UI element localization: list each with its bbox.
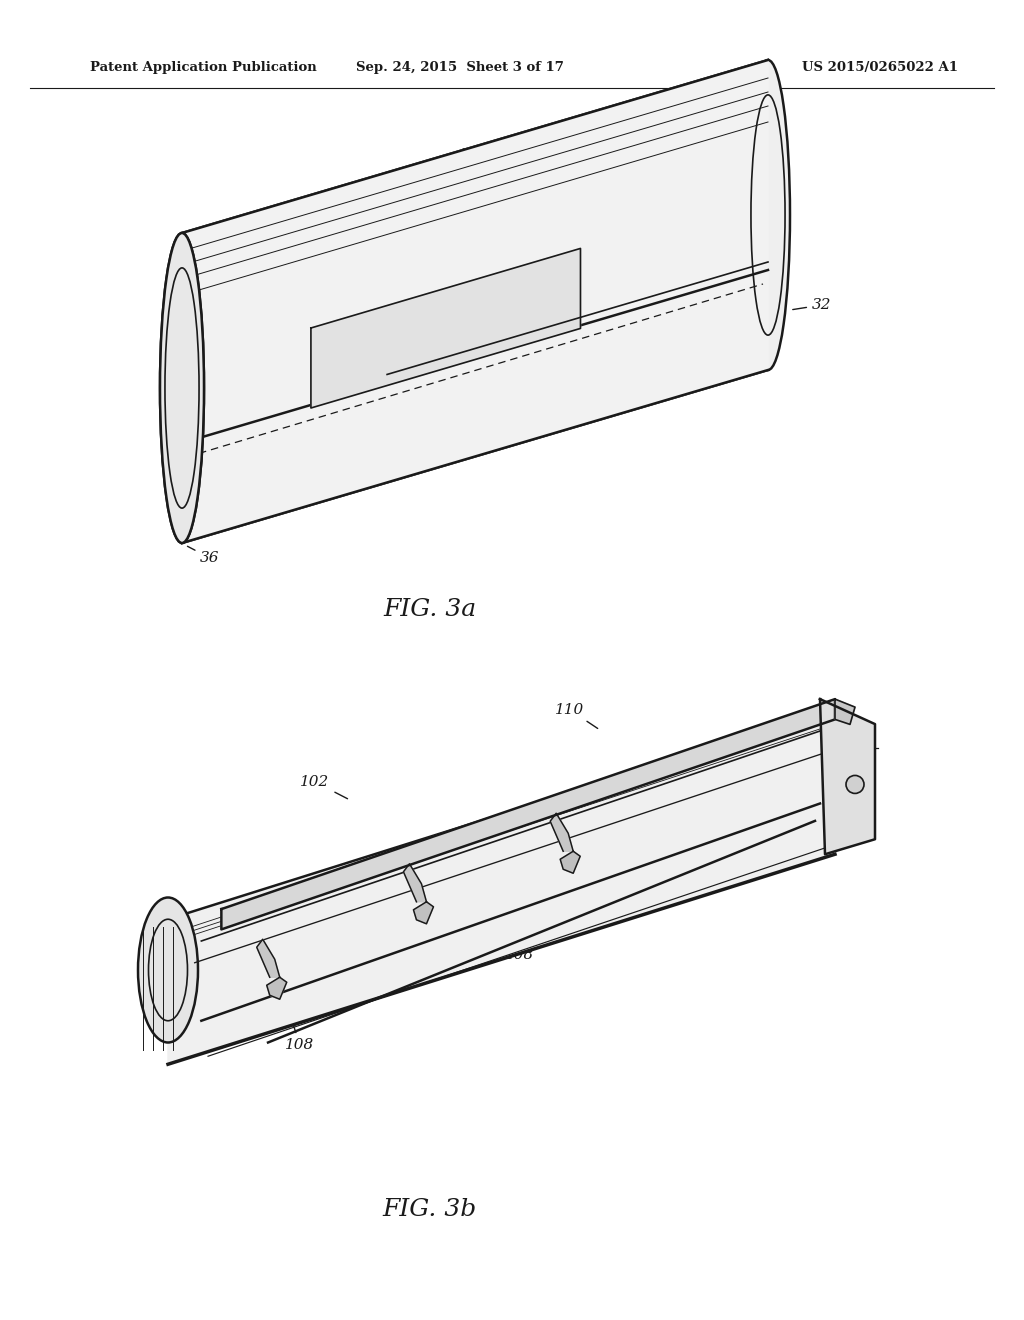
Circle shape <box>846 775 864 793</box>
Polygon shape <box>560 851 581 874</box>
Polygon shape <box>550 813 573 851</box>
Text: 302: 302 <box>845 735 874 748</box>
Polygon shape <box>257 940 280 977</box>
Ellipse shape <box>746 59 790 370</box>
Text: 32: 32 <box>793 298 831 312</box>
Text: 110: 110 <box>555 704 598 729</box>
Text: 38: 38 <box>697 833 750 847</box>
Polygon shape <box>820 700 874 854</box>
Text: FIG. 3a: FIG. 3a <box>383 598 476 622</box>
Polygon shape <box>182 59 768 543</box>
Text: 102: 102 <box>400 436 447 457</box>
Polygon shape <box>311 248 581 408</box>
Polygon shape <box>221 700 835 929</box>
Polygon shape <box>403 863 426 902</box>
Text: 110: 110 <box>614 383 654 399</box>
Polygon shape <box>168 709 835 1064</box>
Polygon shape <box>414 902 433 924</box>
Text: US 2015/0265022 A1: US 2015/0265022 A1 <box>802 62 958 74</box>
Text: 30: 30 <box>460 148 538 183</box>
Text: Patent Application Publication: Patent Application Publication <box>90 62 316 74</box>
Text: Sep. 24, 2015  Sheet 3 of 17: Sep. 24, 2015 Sheet 3 of 17 <box>356 62 564 74</box>
Text: 102: 102 <box>300 775 347 799</box>
Polygon shape <box>266 977 287 999</box>
Text: FIG. 3b: FIG. 3b <box>383 1199 477 1221</box>
Text: 100: 100 <box>230 279 293 309</box>
Polygon shape <box>835 700 855 725</box>
Ellipse shape <box>160 234 204 543</box>
Ellipse shape <box>160 234 204 543</box>
Text: 108: 108 <box>286 1018 314 1052</box>
Polygon shape <box>182 59 768 543</box>
Text: 36: 36 <box>187 546 220 565</box>
Text: 308: 308 <box>575 822 604 837</box>
Ellipse shape <box>138 898 198 1043</box>
Ellipse shape <box>165 268 199 508</box>
Text: 108: 108 <box>493 940 535 962</box>
